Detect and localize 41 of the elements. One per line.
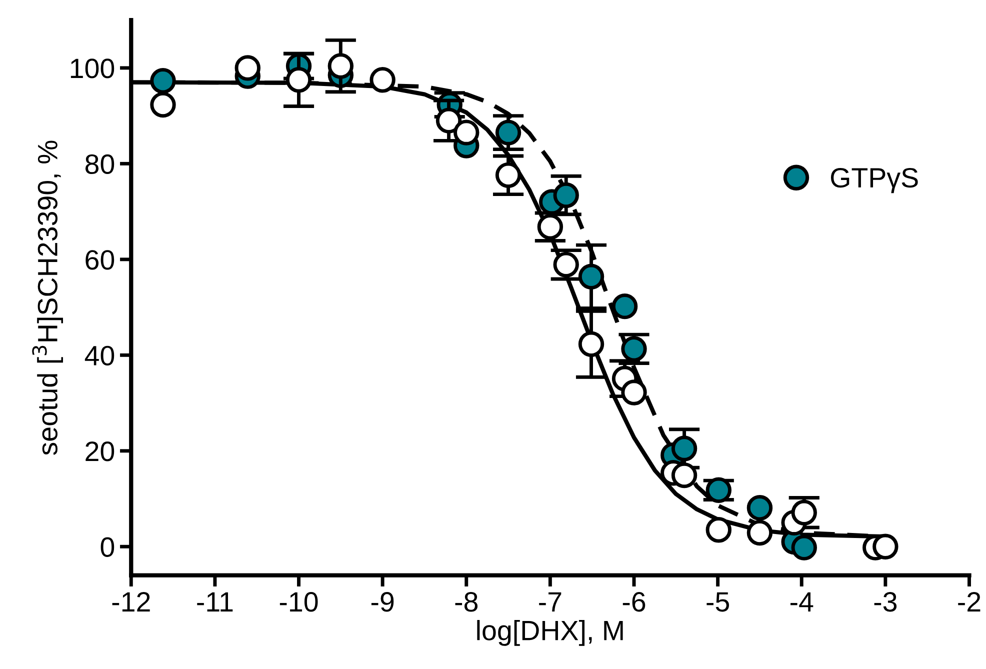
x-tick-label: -7 [539, 592, 562, 612]
point [671, 436, 698, 462]
point [872, 534, 898, 560]
x-tick-label: -11 [197, 592, 233, 612]
point [671, 462, 698, 488]
y-tick-label: 40 [84, 346, 114, 366]
point [286, 67, 312, 93]
x-tick-label: -3 [874, 592, 897, 612]
x-axis-title: log[DHX], M [477, 620, 623, 646]
x-tick-label: -9 [371, 592, 394, 612]
point [553, 182, 579, 208]
y-tick-label: 0 [100, 537, 114, 557]
point [746, 495, 773, 521]
point [328, 53, 354, 79]
x-tick-label: -2 [958, 592, 980, 612]
y-tick-label: 20 [86, 442, 114, 462]
point [495, 120, 522, 146]
point [150, 68, 176, 94]
point [150, 92, 176, 118]
y-tick-label: 100 [70, 58, 114, 78]
point [578, 331, 604, 357]
point [612, 293, 638, 320]
x-tick-label: -4 [790, 592, 814, 612]
x-tick-label: -6 [622, 592, 646, 612]
legend-label: GTPγS [830, 168, 918, 194]
x-tick-label: -8 [455, 592, 478, 612]
point [578, 264, 604, 290]
point [234, 55, 260, 81]
y-axis-title: seotud [$^{3}$H]SCH23390, % [32, 140, 63, 455]
point [621, 380, 647, 406]
y-tick-label: 60 [86, 250, 114, 270]
x-tick-label: -5 [706, 592, 729, 612]
point [791, 534, 817, 560]
point [746, 520, 773, 546]
y-tick-label: 80 [85, 154, 114, 174]
x-tick-label: -12 [112, 592, 150, 612]
x-tick-label: -10 [280, 592, 318, 612]
point [495, 162, 522, 188]
point [454, 120, 480, 146]
point [436, 108, 462, 134]
point [370, 67, 396, 93]
